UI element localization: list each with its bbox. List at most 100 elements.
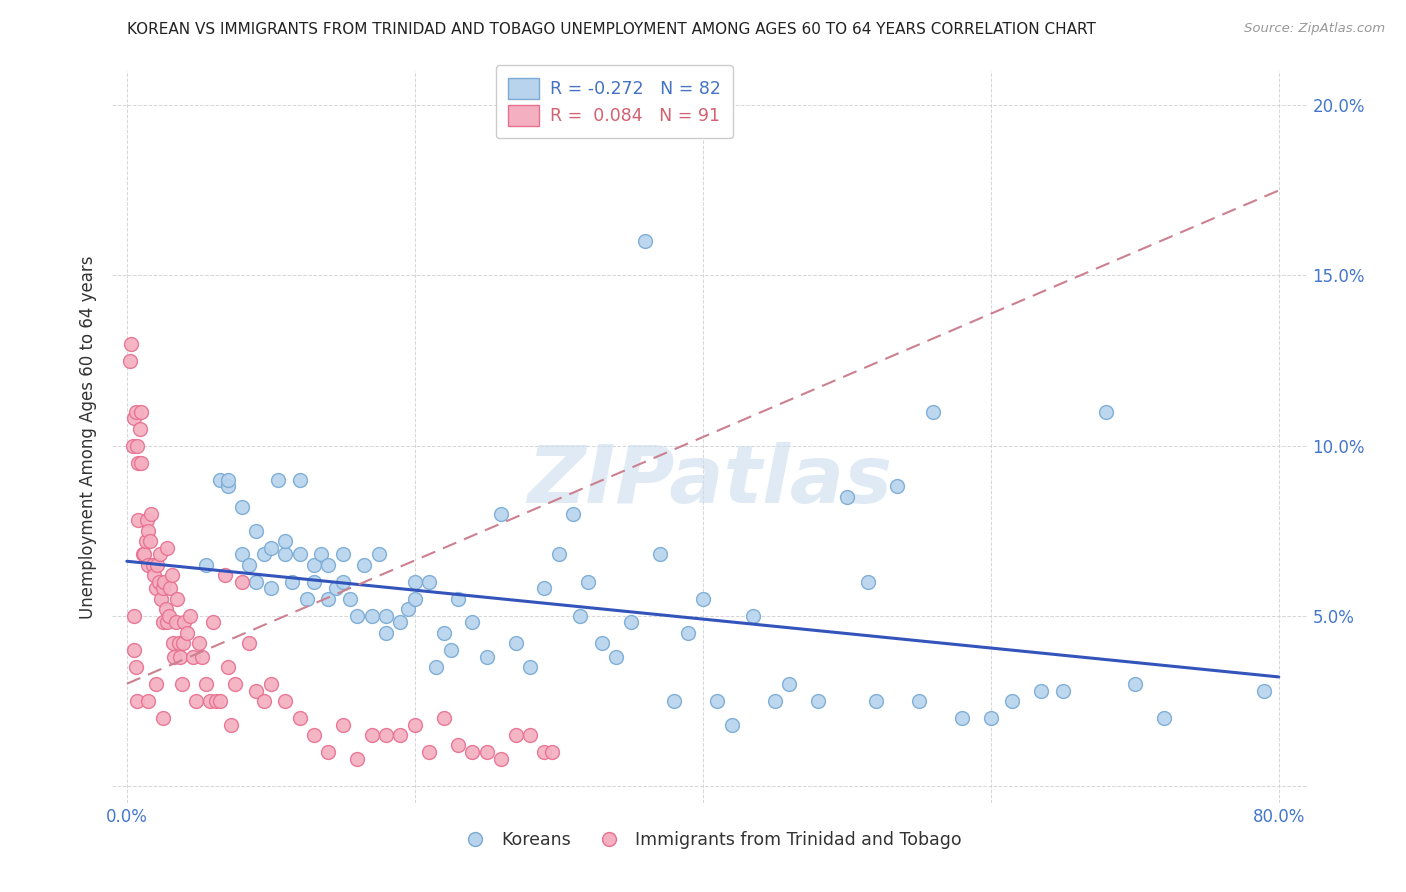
Point [533, 582, 555, 596]
Point [648, 548, 671, 562]
Point [179, 608, 201, 623]
Point [231, 548, 253, 562]
Point [209, 694, 232, 708]
Point [155, 602, 177, 616]
Point [152, 615, 174, 630]
Point [122, 642, 145, 657]
Point [332, 548, 354, 562]
Point [475, 649, 498, 664]
Point [122, 608, 145, 623]
Point [231, 574, 253, 589]
Point [120, 336, 142, 351]
Point [288, 548, 311, 562]
Point [139, 533, 162, 548]
Point [425, 659, 447, 673]
Point [404, 574, 426, 589]
Point [274, 548, 297, 562]
Point [217, 473, 239, 487]
Point [231, 500, 253, 514]
Point [169, 649, 191, 664]
Point [159, 582, 181, 596]
Point [404, 591, 426, 606]
Point [149, 548, 172, 562]
Point [245, 524, 267, 538]
Point [267, 473, 290, 487]
Point [569, 608, 592, 623]
Point [835, 490, 858, 504]
Point [922, 404, 945, 418]
Point [302, 558, 325, 572]
Point [157, 608, 180, 623]
Point [339, 591, 361, 606]
Point [302, 728, 325, 742]
Point [1031, 683, 1053, 698]
Point [375, 728, 398, 742]
Point [1253, 683, 1275, 698]
Point [950, 711, 973, 725]
Point [209, 473, 232, 487]
Point [547, 548, 569, 562]
Point [187, 636, 209, 650]
Point [224, 677, 246, 691]
Point [332, 717, 354, 731]
Point [136, 513, 159, 527]
Point [907, 694, 929, 708]
Point [135, 533, 157, 548]
Point [281, 574, 304, 589]
Point [332, 574, 354, 589]
Point [128, 421, 150, 435]
Point [134, 548, 156, 562]
Point [389, 728, 412, 742]
Point [219, 717, 242, 731]
Point [122, 411, 145, 425]
Point [202, 615, 225, 630]
Point [318, 558, 340, 572]
Point [433, 711, 456, 725]
Point [325, 582, 347, 596]
Point [121, 439, 143, 453]
Point [692, 591, 714, 606]
Point [353, 558, 375, 572]
Text: ZIPatlas: ZIPatlas [527, 442, 893, 520]
Point [288, 711, 311, 725]
Point [238, 636, 260, 650]
Point [346, 751, 368, 765]
Point [132, 548, 155, 562]
Point [127, 456, 149, 470]
Point [778, 677, 800, 691]
Point [980, 711, 1002, 725]
Point [865, 694, 887, 708]
Point [318, 591, 340, 606]
Point [678, 625, 700, 640]
Point [260, 677, 283, 691]
Point [491, 751, 513, 765]
Point [505, 728, 527, 742]
Point [1001, 694, 1024, 708]
Point [367, 548, 389, 562]
Point [309, 548, 332, 562]
Legend: Koreans, Immigrants from Trinidad and Tobago: Koreans, Immigrants from Trinidad and To… [451, 824, 969, 856]
Point [620, 615, 643, 630]
Point [634, 235, 657, 249]
Point [302, 574, 325, 589]
Point [146, 558, 169, 572]
Point [145, 582, 167, 596]
Point [129, 456, 152, 470]
Point [447, 591, 470, 606]
Point [591, 636, 613, 650]
Point [576, 574, 599, 589]
Point [720, 717, 742, 731]
Point [143, 567, 166, 582]
Point [217, 659, 239, 673]
Point [167, 636, 190, 650]
Point [519, 728, 541, 742]
Point [245, 683, 267, 698]
Point [346, 608, 368, 623]
Point [152, 711, 174, 725]
Point [440, 642, 463, 657]
Point [124, 659, 146, 673]
Point [163, 649, 186, 664]
Point [127, 513, 149, 527]
Text: Source: ZipAtlas.com: Source: ZipAtlas.com [1244, 22, 1385, 36]
Point [1153, 711, 1175, 725]
